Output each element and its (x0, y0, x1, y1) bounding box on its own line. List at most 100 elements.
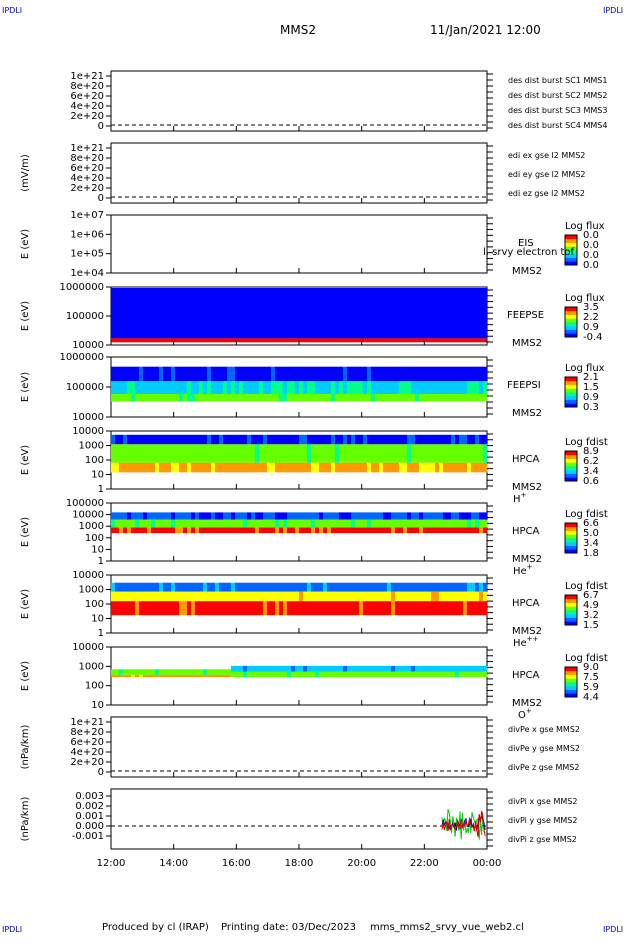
y-axis-label: E (eV) (20, 372, 31, 402)
spectrogram-cell (443, 393, 448, 402)
spectrogram-cell (419, 381, 424, 394)
spectrogram-cell (179, 366, 184, 382)
spectrogram-cell (459, 512, 464, 520)
legend-entry: edi ey gse l2 MMS2 (508, 170, 586, 179)
spectrogram-cell (255, 601, 260, 616)
spectrogram-cell (443, 665, 448, 672)
spectrogram-cell (367, 591, 372, 602)
spectrogram-cell (423, 601, 428, 616)
spectrogram-cell (151, 288, 156, 339)
spectrogram-cell (163, 366, 168, 382)
spectrogram-cell (195, 366, 200, 382)
spectrogram-cell (407, 582, 412, 592)
spectrogram-cell (403, 671, 408, 678)
spectrogram-cell (139, 669, 144, 675)
spectrogram-cell (331, 393, 336, 402)
spectrogram-cell (483, 512, 488, 520)
spectrogram-cell (315, 381, 320, 394)
colorbar-segment (565, 667, 577, 672)
spectrogram-cell (471, 381, 476, 394)
spectrogram-cell (275, 582, 280, 592)
colorbar-segment (565, 473, 577, 478)
spectrogram-cell (299, 434, 304, 445)
spectrogram-cell (391, 366, 396, 382)
spectrogram-cell (167, 338, 172, 343)
colorbar-tick-label: 0.9 (583, 322, 599, 333)
colorbar-segment (565, 253, 577, 258)
spectrogram-cell (303, 444, 308, 463)
spectrogram-cell (131, 582, 136, 592)
spectrogram-cell (175, 674, 180, 678)
spectrogram-cell (263, 434, 268, 445)
spectrogram-cell (443, 601, 448, 616)
spectrogram-cell (115, 527, 120, 534)
species-label: O+ (518, 707, 532, 721)
spectrogram-cell (191, 591, 196, 602)
spectrogram-cell (207, 434, 212, 445)
spectrogram-cell (255, 393, 260, 402)
spectrogram-cell (115, 591, 120, 602)
y-axis-label: E (eV) (20, 229, 31, 259)
spectrogram-cell (191, 527, 196, 534)
spectrogram-cell (111, 519, 116, 528)
spectrogram-cell (439, 671, 444, 678)
spectrogram-cell (295, 671, 300, 678)
spectrogram-cell (459, 527, 464, 534)
spectrogram-cell (335, 512, 340, 520)
y-axis-label: E (eV) (20, 589, 31, 619)
spectrogram-cell (167, 601, 172, 616)
spectrogram-cell (275, 381, 280, 394)
spectrogram-cell (135, 512, 140, 520)
colorbar-segment (565, 682, 577, 687)
spectrogram-cell (143, 527, 148, 534)
spectrogram-cell (299, 393, 304, 402)
spectrogram-cell (159, 366, 164, 382)
spectrogram-cell (267, 381, 272, 394)
spectrogram-cell (207, 366, 212, 382)
spectrogram-cell (283, 582, 288, 592)
spectrogram-cell (387, 591, 392, 602)
spectrogram-cell (235, 582, 240, 592)
spectrogram-cell (231, 665, 236, 672)
y-tick-label: 10000 (72, 412, 104, 423)
spectrogram-cell (199, 366, 204, 382)
spectrogram-cell (207, 462, 212, 473)
colorbar-tick-label: 0.3 (583, 402, 599, 413)
spectrogram-cell (295, 434, 300, 445)
spectrogram-cell (131, 674, 136, 678)
spectrogram-cell (439, 366, 444, 382)
spectrogram-cell (455, 393, 460, 402)
spectrogram-cell (339, 462, 344, 473)
spectrogram-cell (155, 601, 160, 616)
spectrogram-cell (359, 527, 364, 534)
spectrogram-cell (451, 582, 456, 592)
spectrogram-cell (407, 338, 412, 343)
spectrogram-cell (223, 674, 228, 678)
spectrogram-cell (171, 519, 176, 528)
spectrogram-cell (251, 519, 256, 528)
spectrogram-cell (355, 381, 360, 394)
spectrogram-cell (239, 444, 244, 463)
spectrogram-cell (187, 669, 192, 675)
spectrogram-cell (391, 519, 396, 528)
spectrogram-cell (243, 671, 248, 678)
spectrogram-cell (279, 338, 284, 343)
spectrogram-cell (359, 393, 364, 402)
spectrogram-cell (395, 381, 400, 394)
spectrogram-cell (223, 512, 228, 520)
y-tick-label: 100 (85, 681, 104, 692)
spectrogram-cell (219, 288, 224, 339)
spectrogram-cell (463, 288, 468, 339)
spectrogram-cell (435, 671, 440, 678)
spectrogram-cell (351, 366, 356, 382)
spectrogram-cell (435, 434, 440, 445)
spectrogram-cell (303, 393, 308, 402)
spectrogram-cell (255, 512, 260, 520)
spectrogram-cell (291, 434, 296, 445)
spectrogram-cell (251, 462, 256, 473)
y-tick-label: 6e+20 (70, 163, 104, 174)
spectrogram-cell (475, 582, 480, 592)
spectrogram-cell (291, 671, 296, 678)
spectrogram-cell (343, 462, 348, 473)
